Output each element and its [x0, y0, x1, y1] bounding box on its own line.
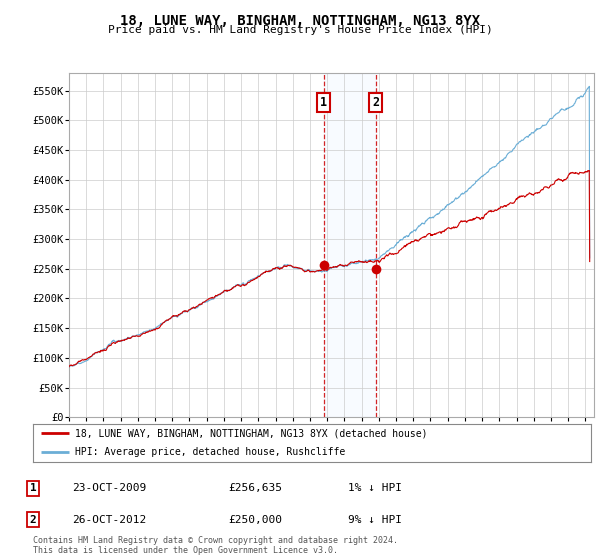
Text: 1: 1	[29, 483, 37, 493]
Text: 2: 2	[29, 515, 37, 525]
Bar	[324, 73, 376, 417]
Text: 18, LUNE WAY, BINGHAM, NOTTINGHAM, NG13 8YX (detached house): 18, LUNE WAY, BINGHAM, NOTTINGHAM, NG13 …	[75, 428, 427, 438]
Text: 2: 2	[372, 96, 379, 109]
Text: 1: 1	[320, 96, 328, 109]
Text: 18, LUNE WAY, BINGHAM, NOTTINGHAM, NG13 8YX: 18, LUNE WAY, BINGHAM, NOTTINGHAM, NG13 …	[120, 14, 480, 28]
Text: 26-OCT-2012: 26-OCT-2012	[72, 515, 146, 525]
Text: HPI: Average price, detached house, Rushcliffe: HPI: Average price, detached house, Rush…	[75, 447, 345, 458]
Text: Price paid vs. HM Land Registry's House Price Index (HPI): Price paid vs. HM Land Registry's House …	[107, 25, 493, 35]
Text: £250,000: £250,000	[228, 515, 282, 525]
Text: 23-OCT-2009: 23-OCT-2009	[72, 483, 146, 493]
Text: 1% ↓ HPI: 1% ↓ HPI	[348, 483, 402, 493]
Text: Contains HM Land Registry data © Crown copyright and database right 2024.
This d: Contains HM Land Registry data © Crown c…	[33, 536, 398, 555]
Text: 9% ↓ HPI: 9% ↓ HPI	[348, 515, 402, 525]
Text: £256,635: £256,635	[228, 483, 282, 493]
